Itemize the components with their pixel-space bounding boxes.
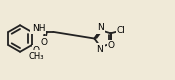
Text: O: O bbox=[41, 38, 48, 47]
Text: N: N bbox=[96, 45, 103, 54]
Text: O: O bbox=[33, 46, 40, 55]
Text: NH: NH bbox=[32, 24, 45, 33]
Text: CH₃: CH₃ bbox=[29, 52, 44, 61]
Text: Cl: Cl bbox=[117, 26, 126, 35]
Text: O: O bbox=[108, 41, 115, 50]
Text: N: N bbox=[97, 23, 104, 32]
